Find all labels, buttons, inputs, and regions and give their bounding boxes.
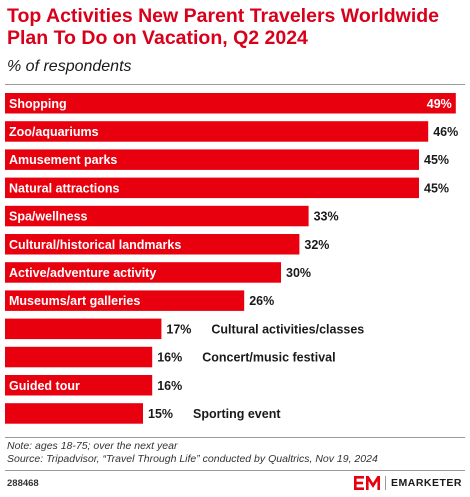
- chart-id: 288468: [7, 478, 39, 489]
- chart-source: Source: Tripadvisor, “Travel Through Lif…: [7, 453, 378, 465]
- value-label: 16%: [157, 379, 182, 393]
- bar: [5, 149, 419, 170]
- category-label: Amusement parks: [9, 153, 117, 167]
- value-label: 45%: [424, 153, 449, 167]
- top-divider: [5, 84, 465, 85]
- value-label: 26%: [249, 294, 274, 308]
- bar: [5, 318, 162, 340]
- value-label: 46%: [433, 125, 458, 139]
- value-label: 30%: [286, 266, 311, 280]
- bar-chart: 49% Shopping 46% Zoo/aquariums 45% Amusement …: [5, 93, 458, 424]
- category-label: Zoo/aquariums: [9, 125, 99, 139]
- category-label: Concert/music festival: [202, 351, 335, 365]
- bottom-divider: [5, 437, 465, 438]
- bar: [5, 346, 153, 368]
- chart-subtitle: % of respondents: [7, 58, 132, 75]
- bar: [5, 121, 429, 142]
- category-label: Museums/art galleries: [9, 294, 140, 308]
- bar: [5, 177, 419, 199]
- bar: [5, 234, 300, 255]
- em-logo-icon: [353, 476, 380, 490]
- brand: EMARKETER: [353, 474, 462, 492]
- value-label: 32%: [304, 238, 329, 252]
- category-label: Sporting event: [193, 407, 281, 421]
- category-label: Guided tour: [9, 379, 80, 393]
- bar: [5, 403, 143, 424]
- bar: [5, 375, 153, 396]
- footer-divider: [5, 470, 465, 471]
- brand-separator: [384, 476, 386, 490]
- chart-note: Note: ages 18-75; over the next year: [7, 440, 178, 452]
- bar: [5, 290, 245, 311]
- value-label: 33%: [314, 210, 339, 224]
- category-label: Active/adventure activity: [9, 266, 156, 280]
- value-label: 16%: [157, 351, 182, 365]
- value-label: 15%: [148, 407, 173, 421]
- category-label: Natural attractions: [9, 181, 119, 195]
- value-label: 49%: [427, 97, 452, 111]
- bar: [5, 205, 309, 227]
- chart-title: Top Activities New Parent Travelers Worl…: [7, 5, 440, 49]
- category-label: Cultural/historical landmarks: [9, 238, 181, 252]
- category-label: Cultural activities/classes: [211, 322, 364, 336]
- value-label: 17%: [166, 322, 191, 336]
- brand-name: EMARKETER: [390, 477, 462, 489]
- category-label: Shopping: [9, 97, 67, 111]
- bar: [5, 93, 456, 114]
- value-label: 45%: [424, 181, 449, 195]
- category-label: Spa/wellness: [9, 210, 88, 224]
- bar: [5, 262, 281, 283]
